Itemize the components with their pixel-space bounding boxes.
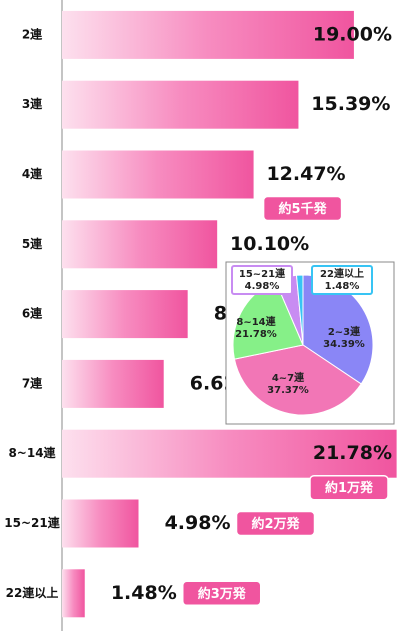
annotation-box xyxy=(235,510,316,537)
annotation-box xyxy=(262,195,343,222)
bar xyxy=(62,499,139,548)
bar xyxy=(62,150,254,199)
pie-slice xyxy=(295,274,304,346)
annotation: 約3万発 xyxy=(198,586,247,602)
bar xyxy=(62,80,299,129)
bar xyxy=(62,359,164,408)
annotation: 約5千発 xyxy=(279,201,328,217)
category-label: 5連 xyxy=(22,236,43,251)
annotation: 約1万発 xyxy=(325,480,374,496)
pie-label: 22連以上 xyxy=(320,267,364,280)
value-label: 12.47% xyxy=(266,163,345,185)
annotation-box xyxy=(181,580,262,607)
bar xyxy=(62,569,85,618)
category-label: 4連 xyxy=(22,166,43,181)
annotation-box xyxy=(309,474,389,501)
category-label: 7連 xyxy=(22,375,43,390)
bar xyxy=(62,429,397,478)
pie-label-box xyxy=(231,265,293,295)
category-label: 15~21連 xyxy=(4,515,60,530)
value-label: 10.10% xyxy=(230,233,309,255)
pie-label: 2~3連 xyxy=(328,325,361,338)
pie-value-label: 37.37% xyxy=(267,385,309,396)
pie-value-label: 4.98% xyxy=(245,281,280,292)
pie-label: 8~14連 xyxy=(236,315,276,328)
bar xyxy=(62,290,188,339)
value-label: 21.78% xyxy=(313,442,392,464)
category-label: 2連 xyxy=(22,26,43,41)
pie-label: 4~7連 xyxy=(272,371,305,384)
bar xyxy=(62,220,218,269)
category-label: 6連 xyxy=(22,306,43,321)
category-label: 22連以上 xyxy=(6,585,59,600)
bar xyxy=(62,10,354,59)
annotation: 約2万発 xyxy=(251,516,300,532)
value-label: 15.39% xyxy=(311,93,390,115)
value-label: 19.00% xyxy=(313,23,392,45)
pie-label-box xyxy=(311,265,373,295)
pie-label: 15~21連 xyxy=(239,267,286,280)
pie-slice xyxy=(233,344,362,416)
value-label: 4.98% xyxy=(165,512,231,534)
value-label: 1.48% xyxy=(111,582,177,604)
pie-value-label: 21.78% xyxy=(235,329,277,340)
category-label: 8~14連 xyxy=(8,445,56,460)
pie-value-label: 34.39% xyxy=(323,339,365,350)
pie-value-label: 1.48% xyxy=(325,281,360,292)
category-label: 3連 xyxy=(22,96,43,111)
